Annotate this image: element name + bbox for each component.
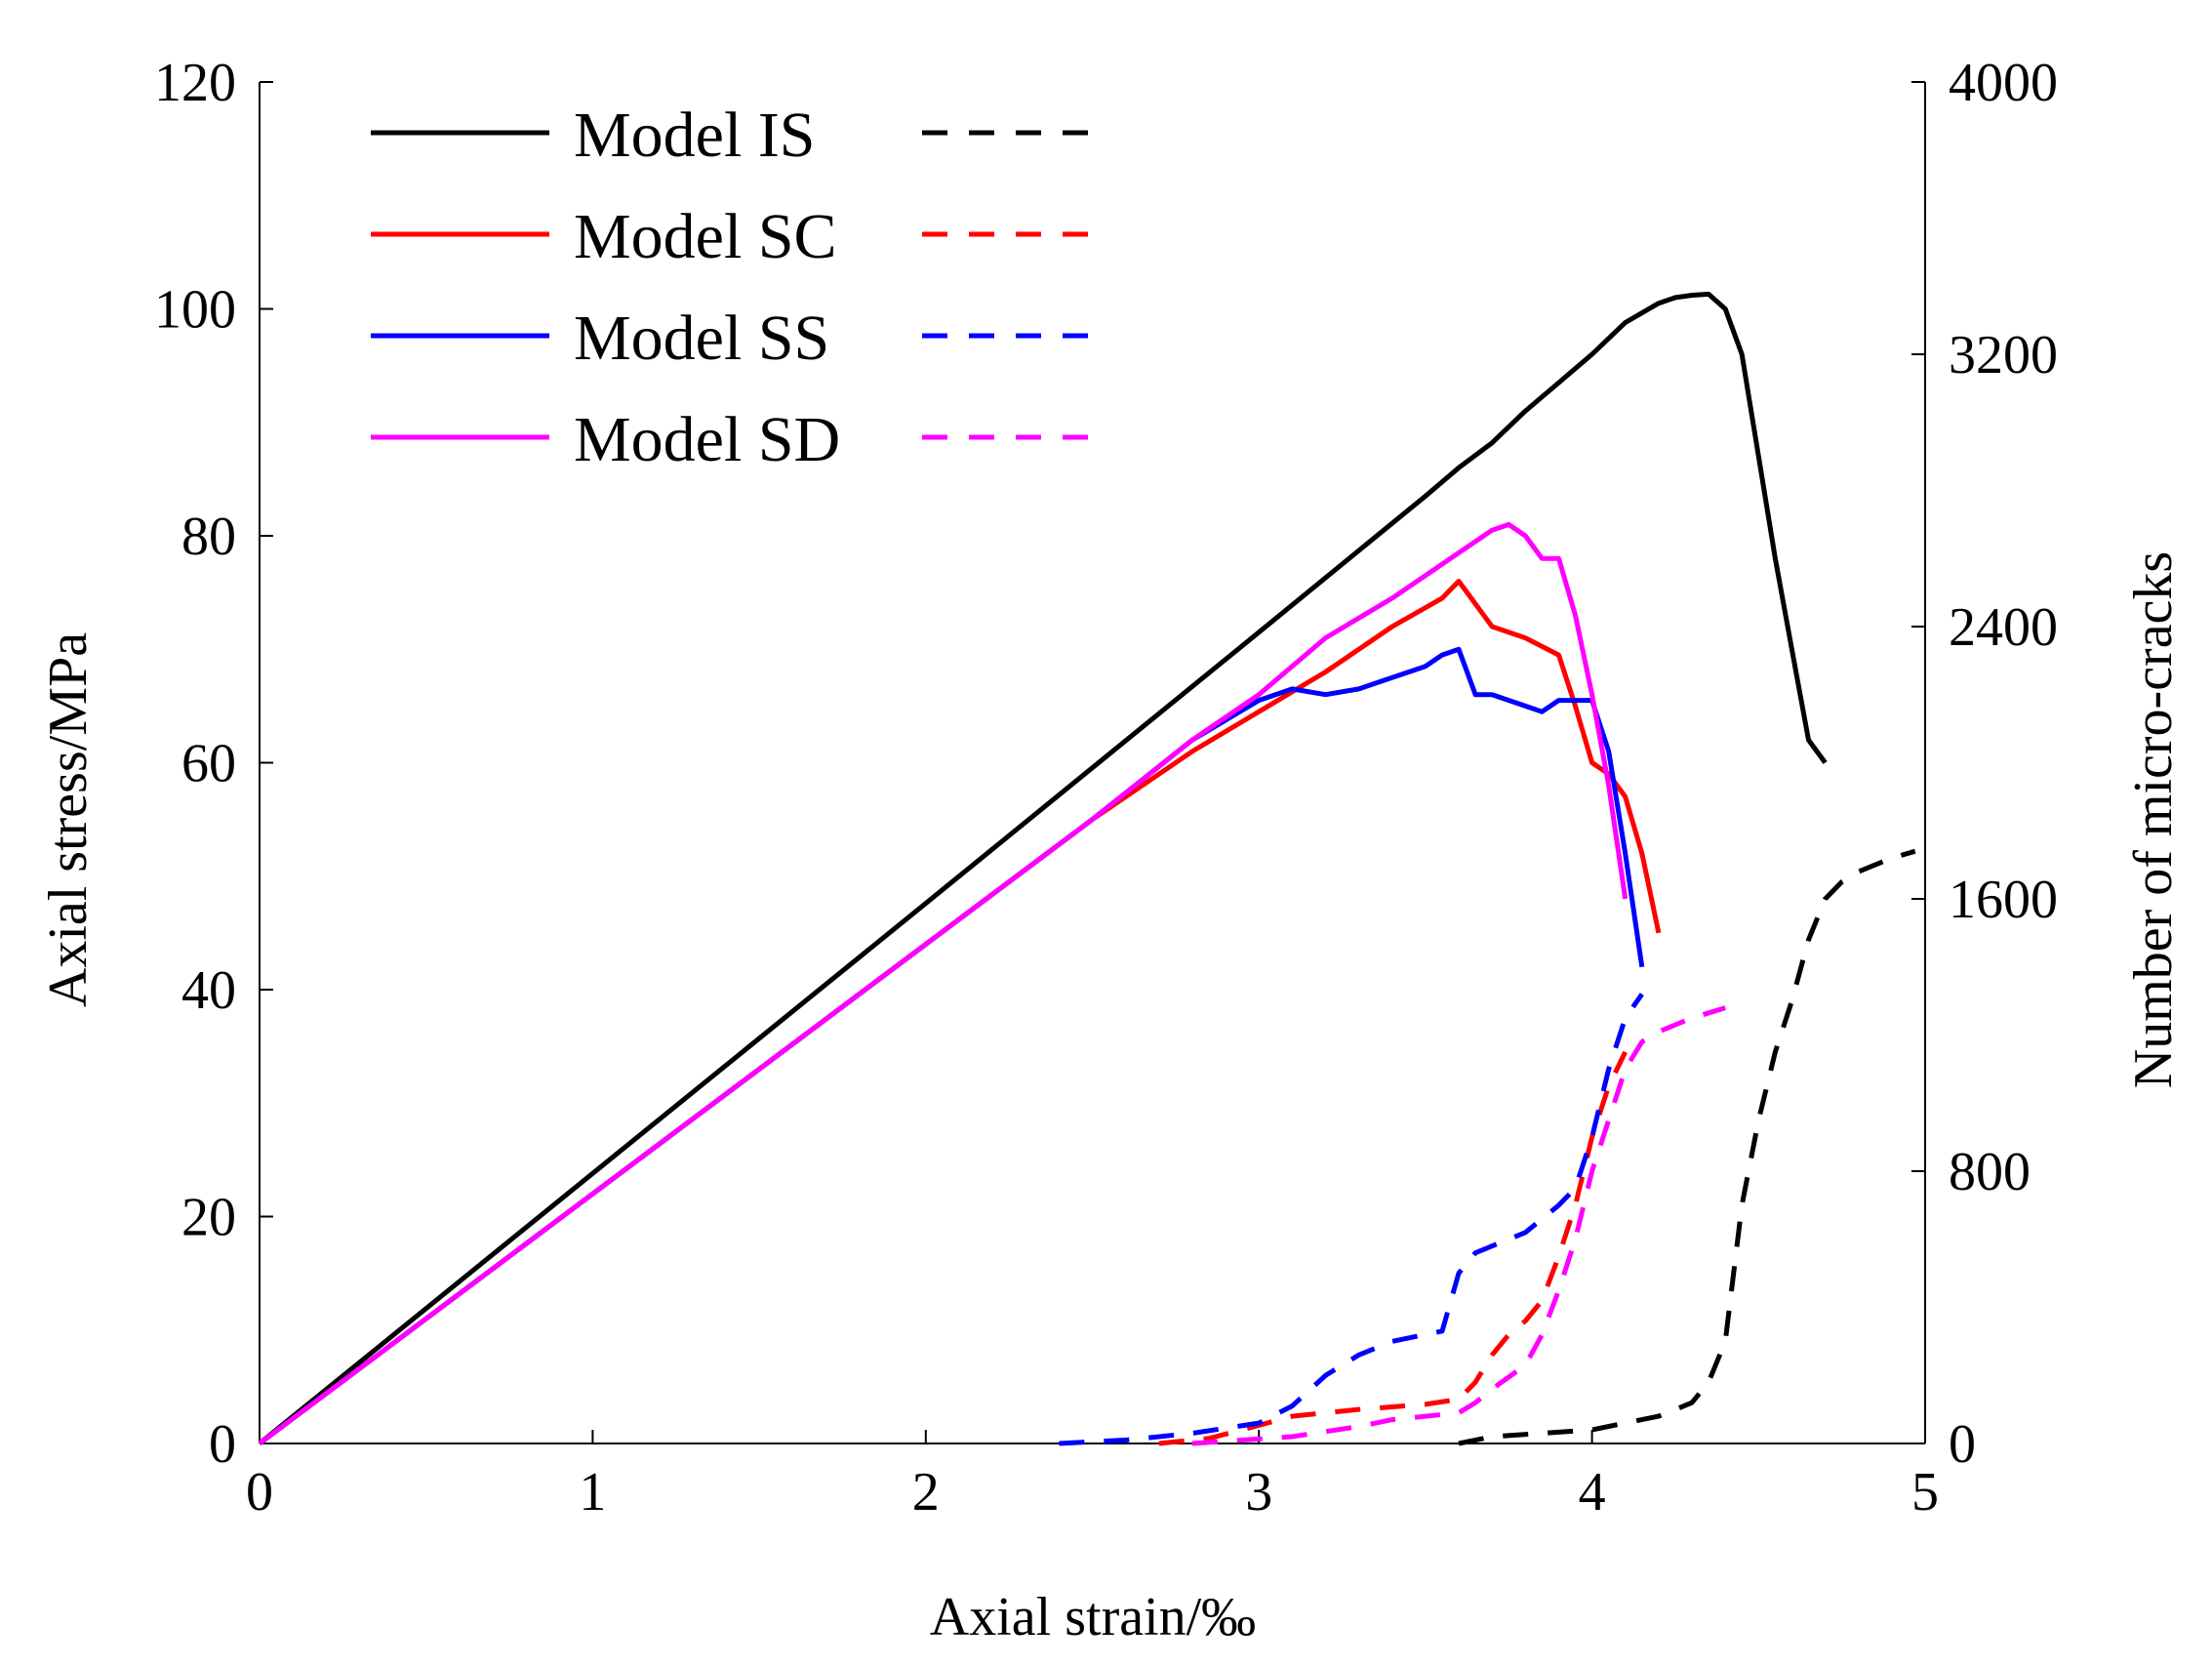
legend-label: Model IS <box>574 100 816 171</box>
y-tick-label: 80 <box>181 507 236 567</box>
y2-tick-label: 3200 <box>1949 325 2058 386</box>
model-sd-stress-line <box>258 521 1629 1446</box>
y-tick-label: 0 <box>209 1414 236 1475</box>
legend-item-model-is: Model IS <box>371 100 1103 171</box>
model-ss-stress-line <box>258 646 1645 1446</box>
model-is-stress-line <box>258 291 1828 1445</box>
x-tick-label: 3 <box>1245 1462 1272 1523</box>
legend-item-model-ss: Model SS <box>371 303 1103 374</box>
legend-label: Model SD <box>574 404 840 475</box>
y-tick-label: 120 <box>154 53 236 113</box>
model-is-cracks-line <box>1458 848 1916 1446</box>
legend: Model IS Model SC Model SS Model SD <box>371 100 1103 475</box>
y2-tick-label: 1600 <box>1949 870 2058 930</box>
model-sd-cracks-line <box>1191 1005 1726 1446</box>
y2-tick-label: 2400 <box>1949 597 2058 658</box>
model-ss-cracks-line <box>1059 993 1644 1446</box>
x-axis-ticks: 0 1 2 3 4 5 <box>246 1430 1939 1523</box>
x-tick-label: 5 <box>1911 1462 1939 1523</box>
left-y-axis-ticks: 0 20 40 60 80 100 120 <box>154 53 273 1475</box>
x-tick-label: 0 <box>246 1462 273 1523</box>
x-tick-label: 2 <box>912 1462 940 1523</box>
legend-item-model-sc: Model SC <box>371 201 1103 272</box>
y-tick-label: 60 <box>181 734 236 794</box>
y2-tick-label: 0 <box>1949 1414 1976 1475</box>
y-axis-title: Axial stress/MPa <box>38 632 99 1007</box>
x-tick-label: 4 <box>1579 1462 1606 1523</box>
y2-tick-label: 800 <box>1949 1142 2031 1202</box>
series-layer <box>258 291 1916 1446</box>
y-tick-label: 40 <box>181 960 236 1021</box>
y-tick-label: 100 <box>154 280 236 341</box>
x-axis-title: Axial strain/‰ <box>930 1587 1256 1647</box>
right-y-axis-ticks: 0 800 1600 2400 3200 4000 <box>1911 53 2058 1475</box>
y-tick-label: 20 <box>181 1188 236 1248</box>
y2-tick-label: 4000 <box>1949 53 2058 113</box>
legend-label: Model SS <box>574 303 829 374</box>
legend-item-model-sd: Model SD <box>371 404 1103 475</box>
model-sc-cracks-line <box>1158 1050 1628 1446</box>
legend-label: Model SC <box>574 201 837 272</box>
y2-axis-title: Number of micro-cracks <box>2123 551 2184 1088</box>
x-tick-label: 1 <box>579 1462 606 1523</box>
